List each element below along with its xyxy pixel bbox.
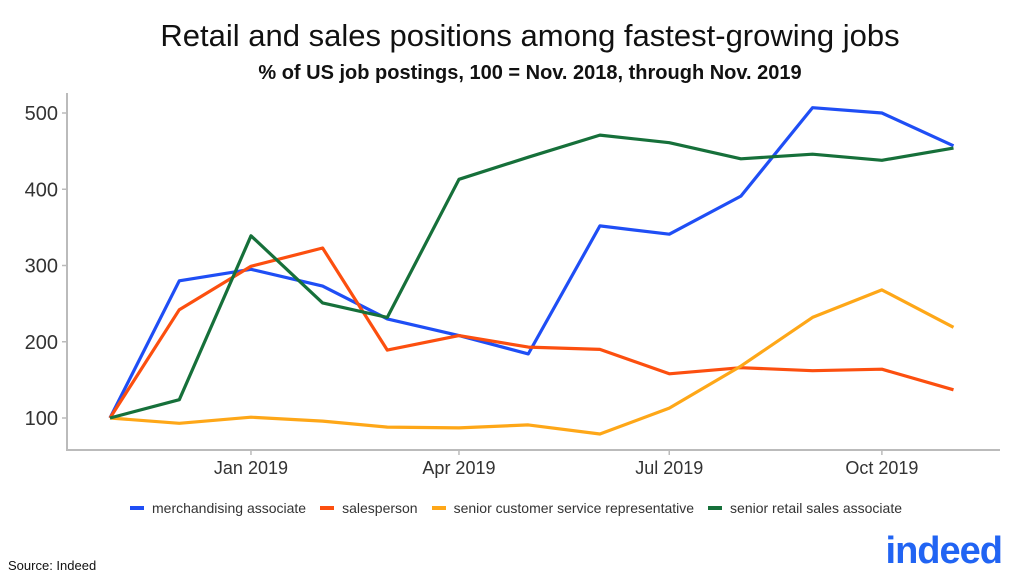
legend-swatch (431, 506, 446, 510)
y-tick-label: 200 (25, 332, 58, 354)
legend-swatch (320, 506, 335, 510)
source-note: Source: Indeed (8, 558, 97, 573)
legend-label: merchandising associate (152, 500, 307, 516)
y-tick-label: 400 (25, 179, 58, 201)
y-tick-label: 500 (25, 103, 58, 125)
legend-label: senior customer service representative (453, 500, 695, 516)
series-line-salesperson (108, 246, 954, 419)
chart-title: Retail and sales positions among fastest… (160, 18, 900, 53)
legend: merchandising associate salesperson senior… (130, 500, 902, 516)
x-tick-label: Oct 2019 (845, 458, 918, 478)
x-tick-label: Apr 2019 (422, 458, 495, 478)
legend-item: senior retail sales associate (708, 500, 902, 516)
series-line-senior-customer-service-representative (109, 288, 955, 436)
legend-label: senior retail sales associate (730, 500, 903, 516)
series-line-senior-retail-sales-associate (109, 133, 954, 420)
x-tick-label: Jan 2019 (214, 458, 288, 478)
legend-label: salesperson (342, 500, 418, 516)
indeed-logo: indeed (885, 530, 1003, 572)
y-tick-label: 100 (25, 408, 58, 430)
x-tick-label: Jul 2019 (635, 458, 703, 478)
legend-item: salesperson (320, 500, 418, 516)
series-line-merchandising-associate (108, 106, 955, 419)
legend-item: senior customer service representative (431, 500, 695, 516)
chart-subtitle: % of US job postings, 100 = Nov. 2018, t… (258, 62, 802, 84)
y-tick-label: 300 (25, 256, 58, 278)
legend-swatch (708, 506, 723, 510)
legend-swatch (130, 506, 144, 510)
legend-item: merchandising associate (130, 500, 306, 516)
